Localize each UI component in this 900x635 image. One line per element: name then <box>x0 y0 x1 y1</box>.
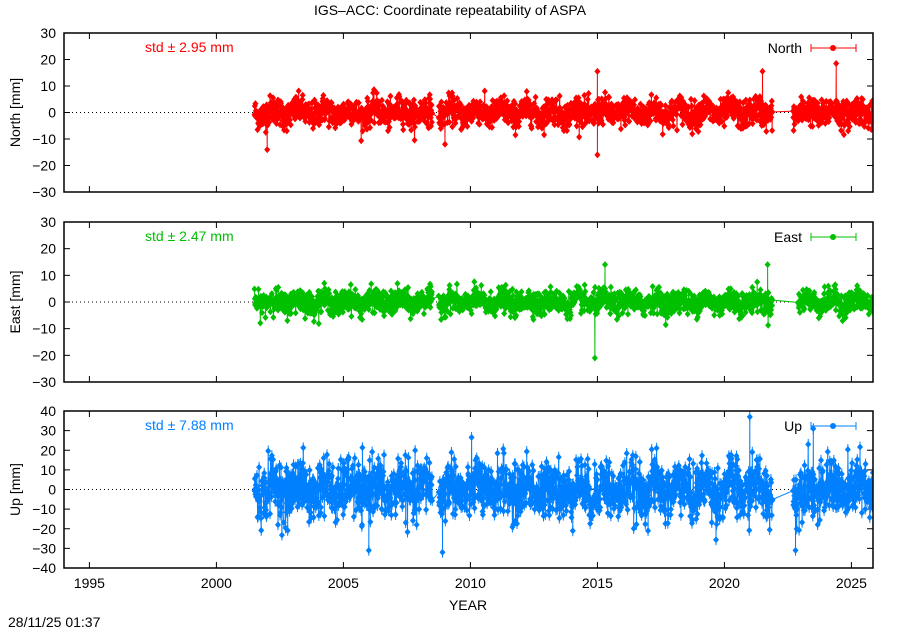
y-tick-label: −20 <box>32 158 56 174</box>
data-point <box>400 126 406 133</box>
data-point <box>358 137 364 144</box>
y-tick-label: 0 <box>48 294 56 310</box>
y-tick-label: −20 <box>32 347 56 363</box>
std-label: std ± 2.95 mm <box>145 39 234 55</box>
data-point <box>594 68 600 75</box>
data-point <box>769 98 775 105</box>
y-tick-label: −30 <box>32 184 56 200</box>
data-point <box>660 131 666 138</box>
data-point <box>512 131 518 138</box>
y-tick-label: 0 <box>48 105 56 121</box>
y-axis-label: North [mm] <box>7 78 23 147</box>
x-axis-label: YEAR <box>449 597 487 613</box>
data-point <box>263 129 269 136</box>
y-tick-label: 20 <box>40 52 56 68</box>
data-point <box>262 314 268 321</box>
data-point <box>264 146 270 153</box>
y-axis-label: East [mm] <box>7 270 23 333</box>
legend-marker <box>830 45 836 51</box>
data-point <box>482 87 488 94</box>
legend: North <box>768 40 856 56</box>
y-tick-label: 10 <box>40 78 56 94</box>
data-point <box>760 68 766 75</box>
data-point <box>524 88 530 95</box>
data-point <box>311 318 317 325</box>
data-point <box>293 309 299 316</box>
data-point <box>255 286 261 293</box>
data-point <box>689 130 695 137</box>
data-point <box>368 280 374 287</box>
y-tick-label: 10 <box>40 267 56 283</box>
data-point <box>725 89 731 96</box>
data-point <box>412 137 418 144</box>
data-point <box>602 89 608 96</box>
data-point <box>541 131 547 138</box>
y-tick-label: 30 <box>40 25 56 41</box>
y-tick-label: −30 <box>32 374 56 390</box>
data-point <box>326 123 332 130</box>
data-point <box>618 125 624 132</box>
data-point <box>270 314 276 321</box>
data-point <box>300 92 306 99</box>
panel-north: 30 20 10 0 −10 −20 −30 North [mm] std ± 2.95 mm N… <box>7 25 876 200</box>
data-point <box>791 127 797 134</box>
data-point <box>321 280 327 287</box>
data-points <box>252 261 876 361</box>
data-point <box>387 93 393 100</box>
data-point <box>302 315 308 322</box>
data-point <box>769 127 775 134</box>
data-point <box>833 60 839 67</box>
data-point <box>533 94 539 101</box>
data-points <box>252 60 876 158</box>
data-point <box>763 128 769 135</box>
data-point <box>576 133 582 140</box>
data-point <box>750 120 756 127</box>
chart-title: IGS–ACC: Coordinate repeatability of ASP… <box>314 2 587 18</box>
data-point <box>284 317 290 324</box>
data-point <box>316 320 322 327</box>
data-point <box>257 320 263 327</box>
data-point <box>394 280 400 287</box>
data-point <box>594 151 600 158</box>
y-tick-label: −10 <box>32 131 56 147</box>
data-point <box>648 91 654 98</box>
data-point <box>348 281 354 288</box>
y-tick-label: 30 <box>40 214 56 230</box>
y-tick-label: 20 <box>40 241 56 257</box>
y-tick-label: −10 <box>32 321 56 337</box>
data-point <box>442 141 448 148</box>
legend-label: North <box>768 40 802 56</box>
timestamp: 28/11/25 01:37 <box>8 614 101 630</box>
data-point <box>348 313 354 320</box>
data-point <box>296 88 302 95</box>
